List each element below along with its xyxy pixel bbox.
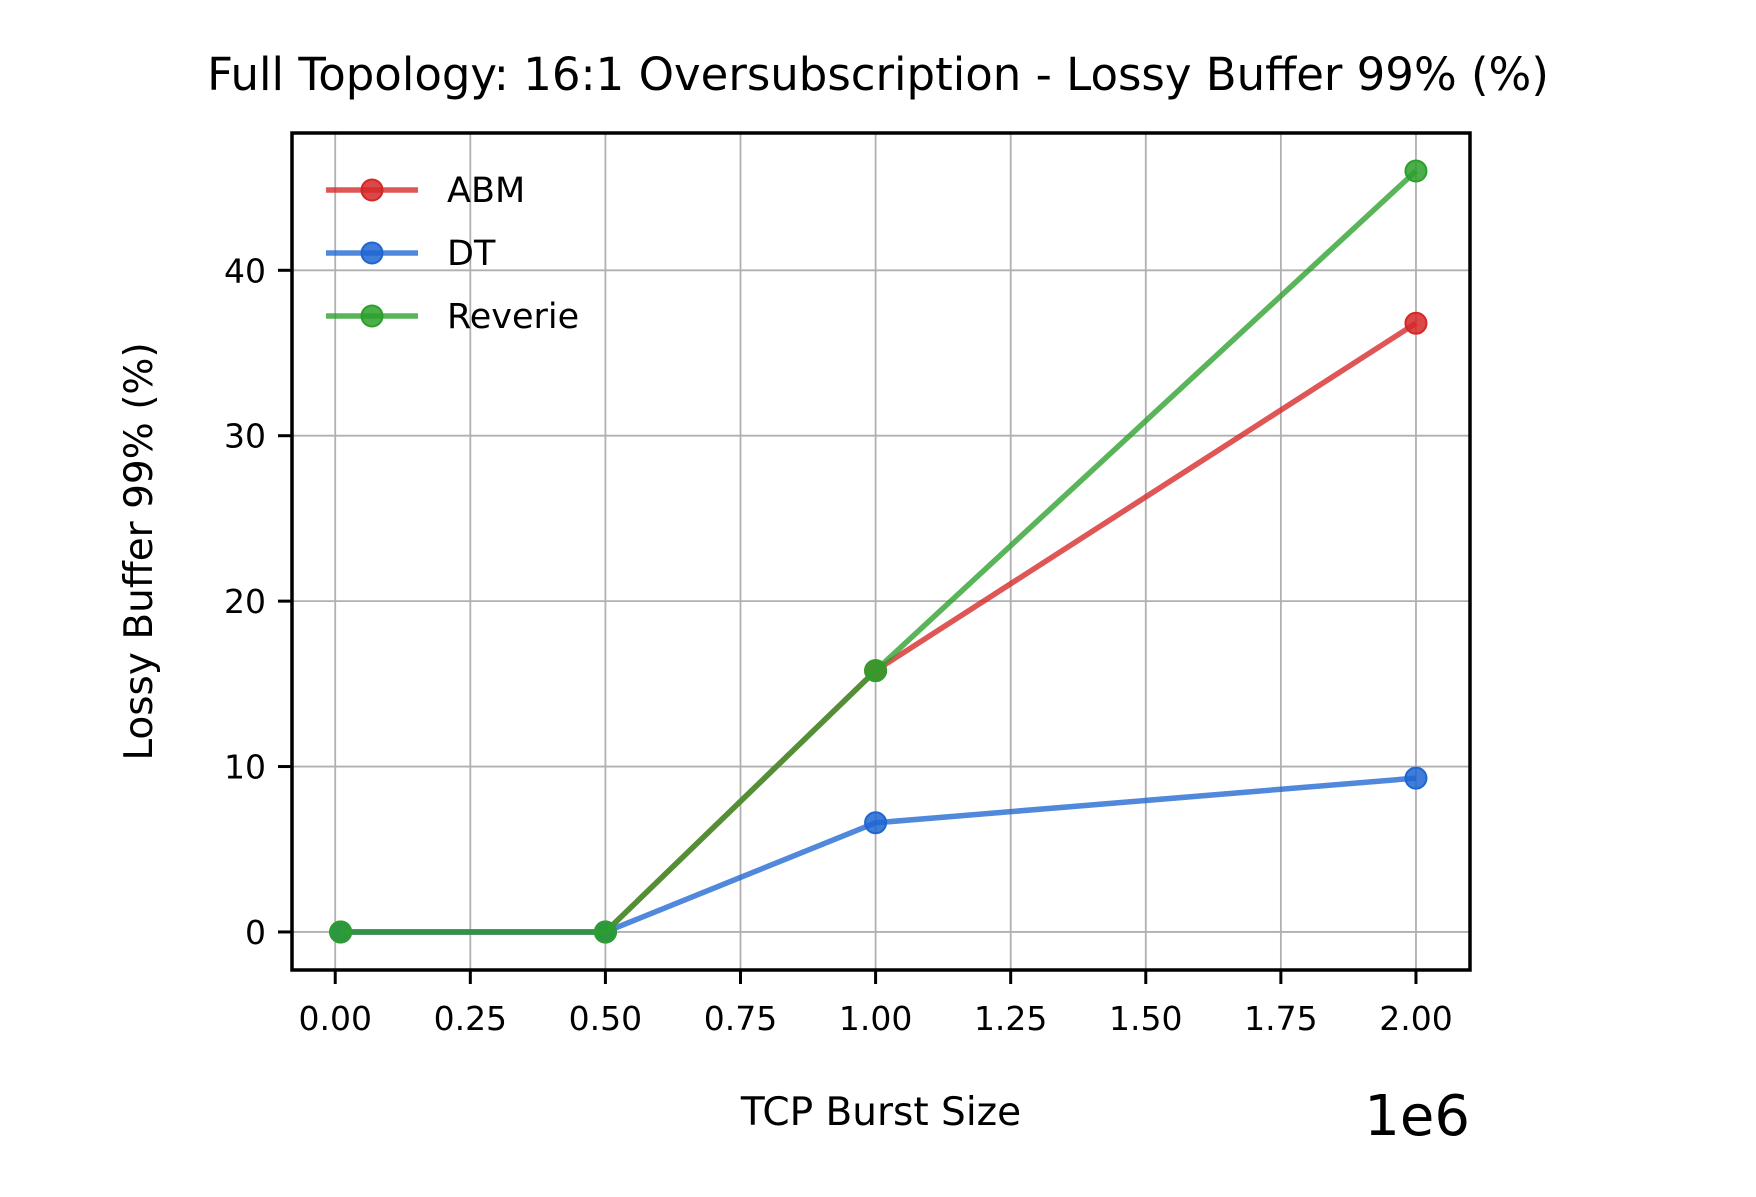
data-point bbox=[864, 659, 888, 683]
legend-label: Reverie bbox=[447, 297, 579, 337]
series-layer bbox=[329, 159, 1428, 944]
legend-item-dt: DT bbox=[326, 234, 496, 274]
series-dt bbox=[329, 766, 1428, 944]
y-tick-label: 20 bbox=[224, 582, 266, 621]
x-tick-label: 1.25 bbox=[974, 999, 1047, 1038]
data-point bbox=[593, 920, 617, 944]
series-line bbox=[340, 775, 1417, 935]
chart-title: Full Topology: 16:1 Oversubscription - L… bbox=[207, 48, 1549, 101]
data-point bbox=[1404, 766, 1428, 790]
x-axis-label: TCP Burst Size bbox=[740, 1090, 1021, 1135]
data-point bbox=[1404, 311, 1428, 335]
legend-label: ABM bbox=[447, 171, 525, 211]
y-tick-label: 0 bbox=[245, 913, 266, 952]
series-abm bbox=[329, 311, 1428, 944]
x-tick-label: 0.75 bbox=[704, 999, 777, 1038]
legend-marker bbox=[360, 304, 384, 328]
legend-item-reverie: Reverie bbox=[326, 297, 579, 337]
y-tick-label: 30 bbox=[224, 417, 266, 456]
x-offset-label: 1e6 bbox=[1364, 1084, 1470, 1149]
y-axis-label: Lossy Buffer 99% (%) bbox=[117, 342, 162, 760]
grid bbox=[292, 133, 1470, 970]
series-line bbox=[340, 320, 1418, 935]
legend-label: DT bbox=[447, 234, 496, 274]
legend-marker bbox=[360, 241, 384, 265]
tick-labels: 0.00 0.25 0.50 0.75 1.00 1.25 1.50 1.75 2.00 0 10 2… bbox=[224, 251, 1453, 1038]
x-tick-label: 0.50 bbox=[569, 999, 642, 1038]
legend: ABM DT Reverie bbox=[326, 171, 579, 337]
legend-marker bbox=[360, 178, 384, 202]
y-tick-label: 40 bbox=[224, 251, 266, 290]
axes-frame bbox=[290, 131, 1472, 972]
data-point bbox=[329, 920, 353, 944]
series-reverie bbox=[329, 159, 1428, 944]
y-tick-label: 10 bbox=[224, 748, 266, 787]
x-tick-label: 0.25 bbox=[434, 999, 507, 1038]
series-line bbox=[340, 168, 1418, 935]
legend-item-abm: ABM bbox=[326, 171, 525, 211]
data-point bbox=[864, 811, 888, 835]
x-tick-label: 2.00 bbox=[1379, 999, 1452, 1038]
x-tick-label: 0.00 bbox=[298, 999, 371, 1038]
data-point bbox=[1404, 159, 1428, 183]
x-tick-label: 1.50 bbox=[1109, 999, 1182, 1038]
tick-marks bbox=[278, 268, 1418, 984]
x-tick-label: 1.75 bbox=[1244, 999, 1317, 1038]
x-tick-label: 1.00 bbox=[839, 999, 912, 1038]
